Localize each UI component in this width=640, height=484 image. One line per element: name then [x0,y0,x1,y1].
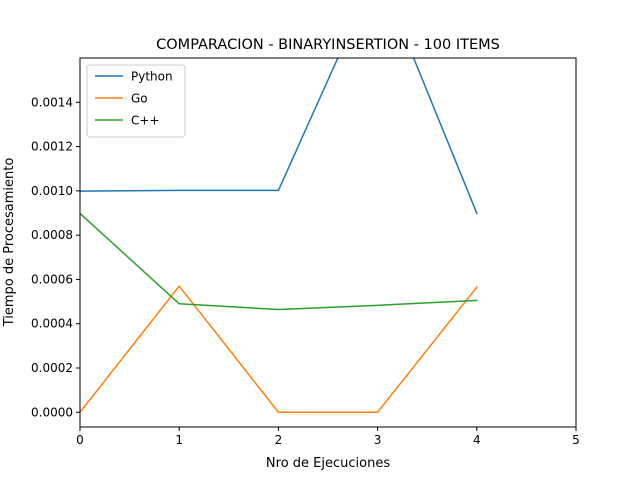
x-tick-label: 3 [374,433,382,447]
legend-label: Go [131,92,148,106]
legend-box [86,64,186,138]
y-tick-label: 0.0010 [31,184,73,198]
series-line-python [80,58,478,215]
x-tick-label: 5 [572,433,580,447]
y-axis-label: Tiempo de Procesamiento [2,158,17,328]
x-tick-label: 1 [175,433,183,447]
legend-label: C++ [131,114,160,128]
series-layer [80,58,478,414]
x-axis: 0 1 2 3 4 5 [76,427,580,447]
x-tick-label: 4 [473,433,481,447]
y-tick-label: 0.0002 [31,361,73,375]
legend: Python Go C++ [86,64,186,138]
x-tick-label: 2 [275,433,283,447]
y-axis: 0.0000 0.0002 0.0004 0.0006 0.0008 0.0010 0.00… [31,95,80,419]
x-axis-label: Nro de Ejecuciones [266,456,390,471]
y-tick-label: 0.0004 [31,317,73,331]
y-tick-label: 0.0006 [31,272,73,286]
series-line-go [80,285,478,414]
series-line-cpp [80,212,478,311]
legend-label: Python [131,70,173,84]
y-tick-label: 0.0012 [31,140,73,154]
x-tick-label: 0 [76,433,84,447]
y-tick-label: 0.0000 [31,405,73,419]
y-tick-label: 0.0014 [31,95,73,109]
plot-frame [79,57,577,428]
y-tick-label: 0.0008 [31,228,73,242]
chart-title: COMPARACION - BINARYINSERTION - 100 ITEM… [156,37,500,53]
